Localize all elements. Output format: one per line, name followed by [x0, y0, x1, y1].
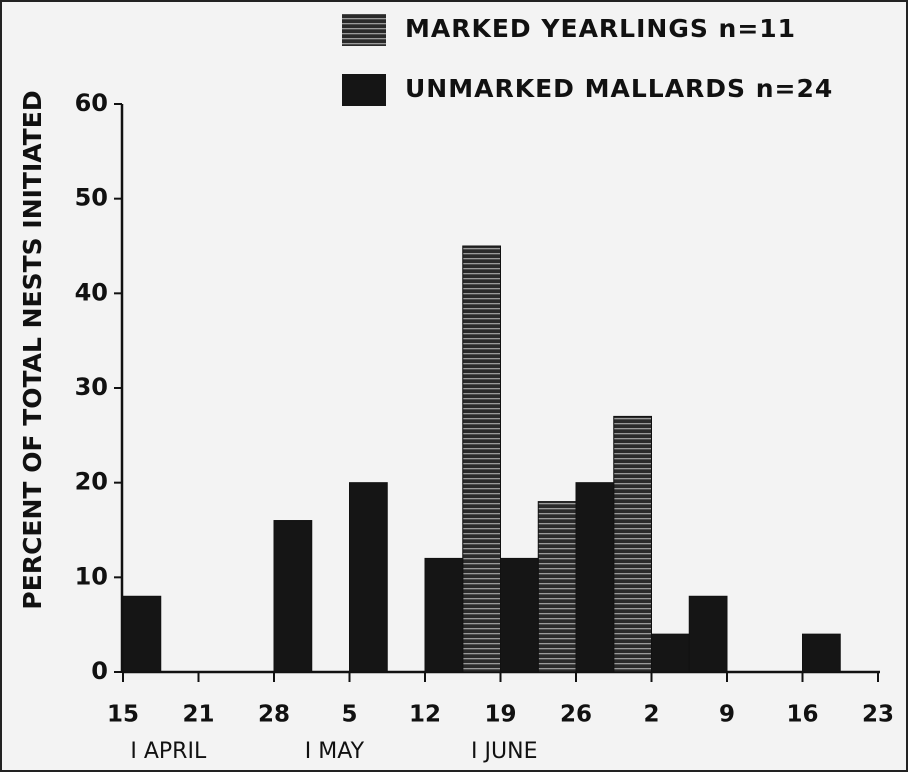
bar: [537, 501, 577, 673]
x-tick-label: 23: [862, 702, 894, 728]
y-tick-label: 30: [75, 373, 108, 401]
x-tick-label: 9: [719, 702, 735, 728]
bar: [500, 557, 539, 673]
month-label: I JUNE: [471, 739, 537, 764]
x-tick-label: 12: [409, 702, 441, 728]
x-tick-label: 5: [341, 702, 357, 728]
y-tick-label: 20: [75, 468, 108, 496]
y-tick-label: 10: [75, 562, 108, 590]
bar: [122, 595, 162, 673]
y-tick-label: 50: [75, 184, 108, 212]
y-tick-label: 0: [91, 657, 108, 685]
x-tick-label: 26: [560, 702, 592, 728]
bar: [651, 633, 690, 673]
bar: [424, 557, 464, 673]
legend-label: UNMARKED MALLARDS n=24: [405, 74, 833, 103]
x-tick-label: 28: [258, 702, 290, 728]
bar: [802, 633, 841, 673]
bar: [273, 520, 313, 673]
bar: [613, 415, 652, 673]
y-tick-label: 60: [75, 89, 108, 117]
x-tick-label: 19: [484, 702, 516, 728]
x-tick-label: 2: [643, 702, 659, 728]
bar: [349, 482, 388, 673]
y-tick-label: 40: [75, 278, 108, 306]
month-label: I APRIL: [130, 739, 207, 764]
month-label: I MAY: [305, 739, 365, 764]
y-axis-label: PERCENT OF TOTAL NESTS INITIATED: [18, 90, 47, 609]
bar: [575, 482, 615, 673]
x-tick-label: 16: [786, 702, 818, 728]
bar: [462, 245, 501, 673]
x-tick-label: 15: [107, 702, 139, 728]
legend-swatch: [342, 14, 386, 46]
x-tick-label: 21: [182, 702, 214, 728]
bar: [688, 595, 728, 673]
legend-label: MARKED YEARLINGS n=11: [405, 14, 796, 43]
legend-swatch: [342, 74, 386, 106]
